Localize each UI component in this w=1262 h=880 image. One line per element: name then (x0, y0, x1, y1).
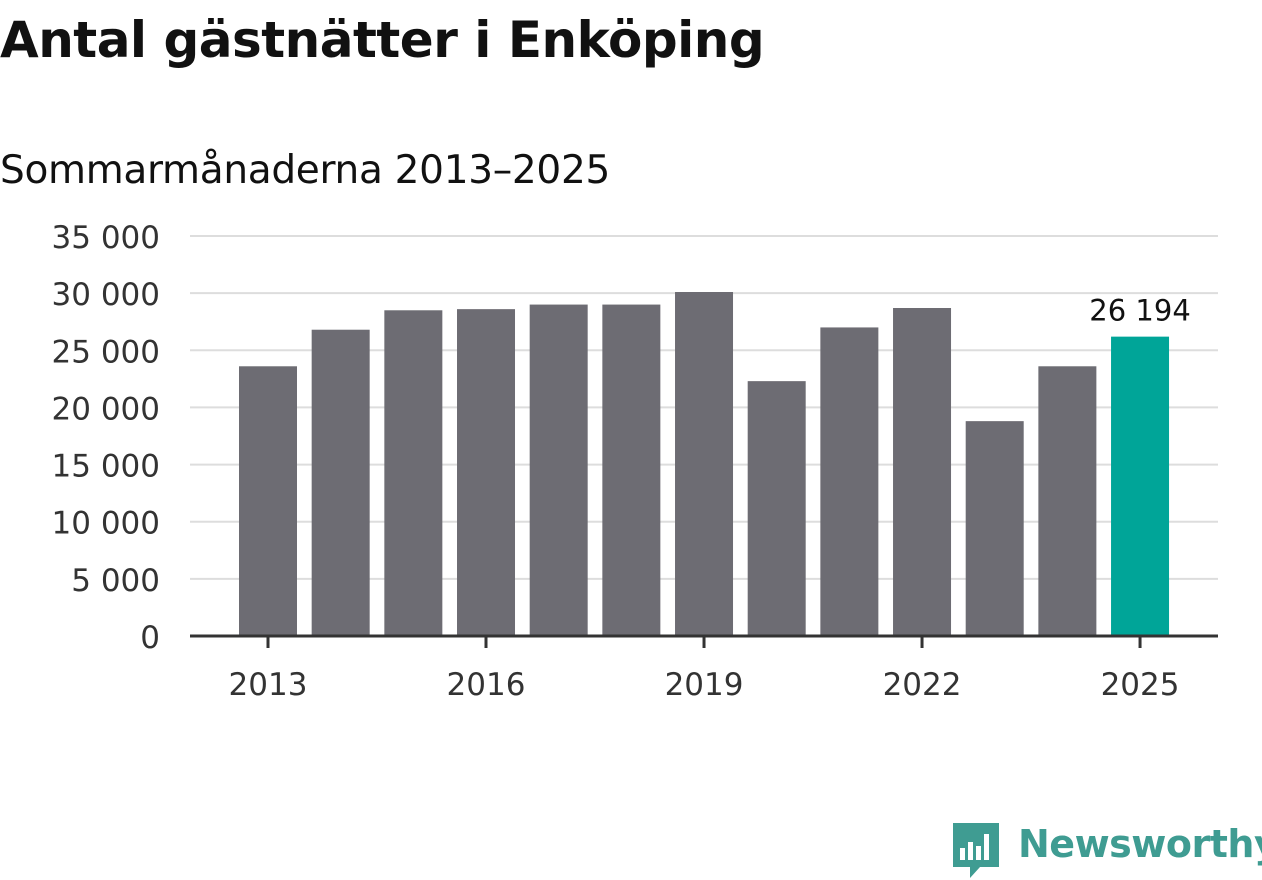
bar-2016 (457, 309, 516, 636)
y-tick-label: 30 000 (52, 277, 160, 313)
y-tick-label: 10 000 (52, 506, 160, 542)
bar-2018 (602, 304, 661, 636)
bar-2017 (529, 304, 588, 636)
bar-2013 (239, 366, 297, 636)
x-tick-label: 2016 (447, 667, 526, 703)
bar-2023 (965, 421, 1024, 636)
bar-2014 (311, 329, 370, 636)
y-tick-label: 0 (140, 620, 160, 656)
bar-2021 (820, 327, 879, 636)
y-tick-label: 35 000 (52, 220, 160, 256)
bar-2022 (893, 308, 952, 636)
chart-subtitle: Sommarmånaderna 2013–2025 (0, 148, 610, 193)
chart-title: Antal gästnätter i Enköping (0, 11, 765, 69)
x-axis-tick-labels: 2013 2016 2019 2022 2025 (229, 636, 1180, 703)
x-tick-label: 2025 (1101, 667, 1180, 703)
data-labels: 26 194 (1089, 294, 1190, 328)
branding: Newsworthy (950, 818, 1262, 880)
bar-2025 (1111, 336, 1170, 636)
y-tick-label: 20 000 (52, 391, 160, 427)
x-tick-label: 2022 (883, 667, 962, 703)
bars (239, 292, 1170, 636)
bar-2024 (1038, 366, 1097, 636)
y-tick-label: 25 000 (52, 334, 160, 370)
y-axis-tick-labels: 0 5 000 10 000 15 000 20 000 25 000 30 000 35 0… (52, 220, 160, 656)
bar-2019 (675, 292, 734, 636)
brand-name: Newsworthy (1018, 822, 1262, 866)
bar-chart-speech-bubble-icon (953, 823, 999, 878)
y-tick-label: 5 000 (71, 563, 160, 599)
bar-2020 (747, 381, 806, 636)
y-tick-label: 15 000 (52, 449, 160, 485)
bar-2015 (384, 310, 443, 636)
x-tick-label: 2013 (229, 667, 308, 703)
data-label: 26 194 (1089, 294, 1190, 328)
x-tick-label: 2019 (665, 667, 744, 703)
